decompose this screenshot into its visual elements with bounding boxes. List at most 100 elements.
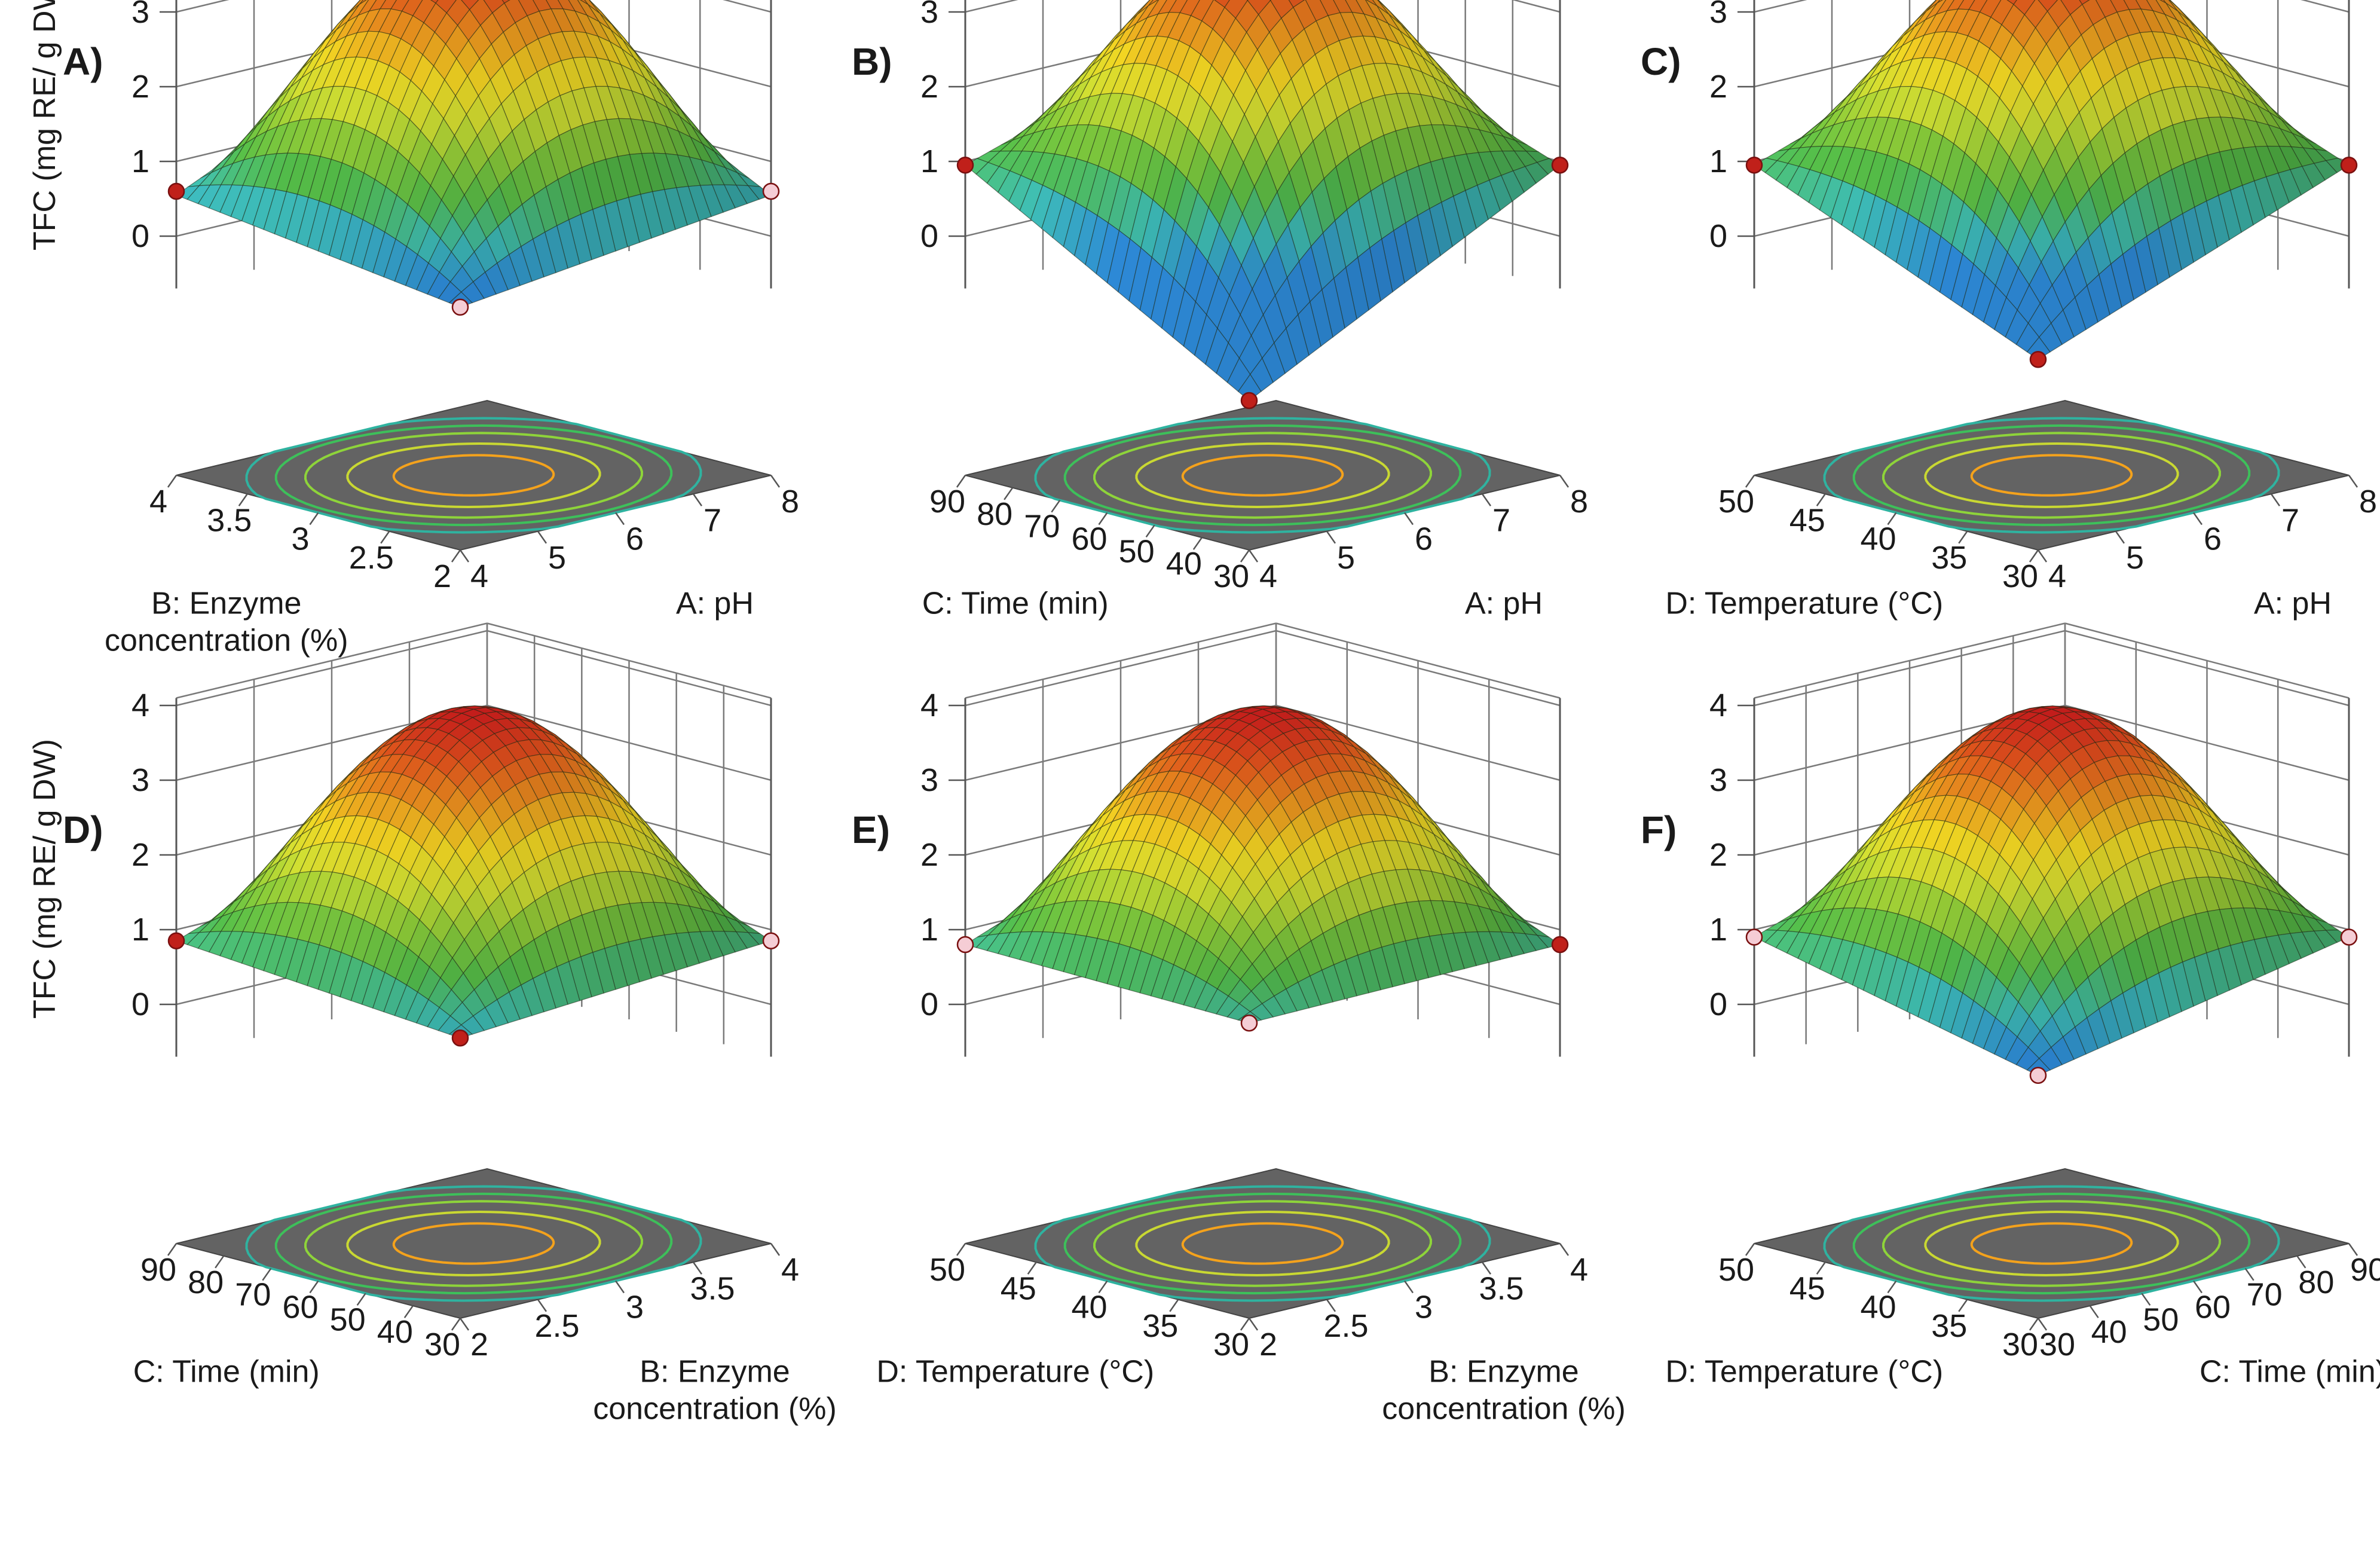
design-point [451,1029,469,1047]
x-tick-mark [2296,1255,2306,1269]
x-tick-label: 8 [2359,484,2377,520]
z-tick-label: 4 [1709,688,1727,723]
x-tick-label: 2.5 [534,1308,579,1344]
y-tick-label: 80 [977,496,1012,532]
x-tick-mark [2037,1318,2048,1331]
x-tick-mark [2270,493,2281,506]
x-tick-mark [692,493,703,506]
x-tick-label: 2.5 [1323,1308,1368,1344]
y-tick-label: 50 [1119,533,1155,569]
y-tick-mark [1887,1280,1897,1294]
y-tick-label: 70 [235,1277,271,1313]
z-tick-label: 3 [131,0,149,30]
x-axis-title: A: pH [676,586,754,621]
y-tick-mark [1098,1280,1108,1294]
contour-floor [965,399,1561,551]
z-tick-label: 3 [1709,762,1727,798]
contour-line [392,1222,555,1265]
panel-letter: E) [852,808,890,851]
x-tick-mark [1481,1261,1492,1275]
y-tick-label: 30 [424,1327,460,1362]
y-tick-label: 3 [291,521,309,557]
contour-line [1882,1200,2222,1287]
x-tick-mark [1248,549,1259,563]
contour-line [1852,1192,2251,1295]
y-tick-label: 45 [1789,1270,1825,1306]
contour-line [1063,424,1462,527]
z-tick-label: 2 [920,837,938,873]
response-surface [964,705,1561,1024]
floor-axes: 2 2.5 3 3.5 4 30 35 40 45 50 B: Enzymeconcentratio… [876,1243,1626,1426]
contour-line [1852,424,2251,527]
y-tick-label: 40 [1860,1290,1896,1325]
z-tick-label: 3 [920,0,938,30]
z-tick-label: 2 [920,69,938,105]
contour-line [1181,454,1344,497]
z-tick-label: 4 [131,688,149,723]
panel-5: 0 1 2 3 4 30 40 50 60 70 80 90 30 35 40 45 50 C: Time (mi… [1641,622,2380,1389]
design-points [1745,157,2358,368]
design-point [1240,1015,1258,1032]
x-tick-label: 4 [2048,558,2066,594]
panel-2: 01234456783035404550A: pHD: Temperature … [1641,0,2377,621]
y-axis-title: D: Temperature (°C) [876,1354,1154,1389]
contour-line [346,1210,601,1277]
response-surface [1753,705,2350,1076]
x-tick-mark [1326,1299,1336,1312]
y-axis-title: D: Temperature (°C) [1665,1354,1943,1389]
z-tick-label: 3 [131,762,149,798]
design-points [1745,928,2358,1084]
y-axis-title: B: Enzyme [151,586,301,621]
z-axis: 0 1 2 3 4 TFC (mg RE/ g DW) [27,688,176,1022]
x-tick-mark [2192,512,2203,526]
contour-line [1135,442,1390,509]
y-tick-mark [1027,1261,1037,1275]
design-points [956,936,1569,1032]
z-tick-label: 2 [131,837,149,873]
x-tick-mark [1481,493,1492,506]
contour-floor [1754,399,2350,551]
x-tick-label: 7 [1492,502,1510,538]
x-tick-label: 3.5 [690,1270,735,1306]
panel-4: 0 1 2 3 4 2 2.5 3 3.5 4 30 35 40 45 50 B: Enzymeconcent… [852,622,1626,1426]
x-axis-title: C: Time (min) [2199,1354,2380,1389]
design-point [762,182,780,200]
y-tick-label: 30 [2002,558,2038,594]
y-tick-mark [1958,1299,1968,1312]
x-tick-mark [2115,531,2125,544]
y-tick-mark [238,493,248,506]
y-tick-label: 40 [377,1314,413,1350]
y-tick-label: 45 [1789,502,1825,538]
x-tick-label: 2 [470,1327,488,1362]
response-surface [964,0,1561,401]
y-tick-label: 90 [140,1252,176,1288]
contour-line [1970,1222,2133,1265]
z-tick-label: 3 [920,762,938,798]
x-tick-label: 7 [703,502,721,538]
x-tick-mark [614,512,625,526]
y-tick-label: 50 [1718,1252,1754,1288]
panel-letter: B) [852,40,892,83]
design-point [451,298,469,316]
y-axis-title: D: Temperature (°C) [1665,586,1943,621]
y-tick-label: 30 [2002,1327,2038,1362]
y-tick-mark [1887,512,1897,526]
x-tick-label: 6 [626,521,644,557]
y-tick-mark [262,1267,272,1281]
contour-line [346,442,601,509]
y-tick-mark [451,549,461,563]
x-tick-label: 4 [470,558,488,594]
x-tick-mark [1559,475,1570,488]
x-tick-mark [2348,475,2358,488]
contour-line [392,454,555,497]
z-tick-label: 4 [920,688,938,723]
y-tick-label: 60 [1071,521,1107,557]
x-tick-mark [537,1299,547,1312]
z-tick-label: 2 [131,69,149,105]
contour-line [1093,432,1433,519]
panel-letter: F) [1641,808,1677,851]
z-tick-label: 1 [920,912,938,948]
